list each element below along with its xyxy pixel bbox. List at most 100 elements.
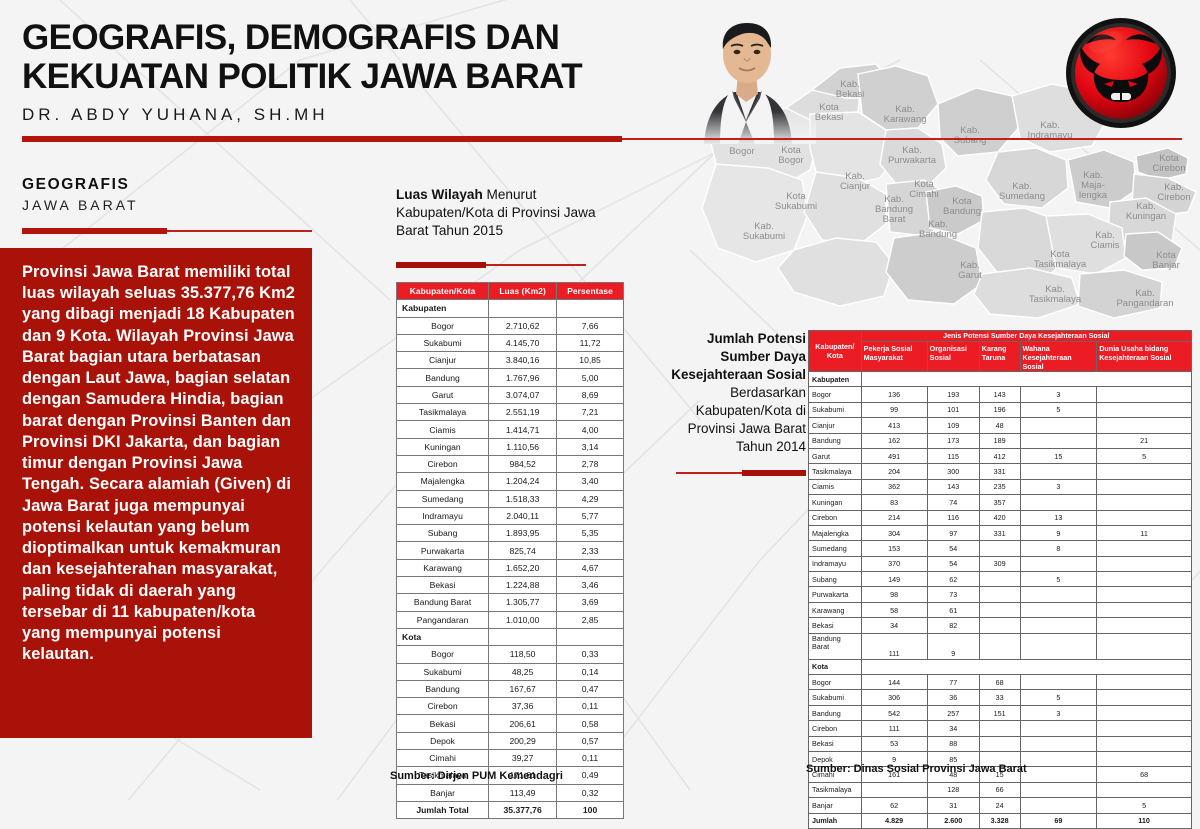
table2-header-row-span: Kabupaten/ Kota Jenis Potensi Sumber Daya… bbox=[808, 330, 1193, 372]
table-cell: 173 bbox=[926, 432, 980, 449]
table-cell: 153 bbox=[860, 540, 928, 557]
table-row: Indramayu 2.040,11 5,77 bbox=[395, 506, 624, 526]
header-divider bbox=[22, 136, 1182, 142]
table-cell bbox=[1019, 417, 1098, 434]
table-cell: 5 bbox=[1019, 689, 1098, 706]
table-cell: 68 bbox=[978, 674, 1021, 691]
table-cell bbox=[1096, 750, 1192, 768]
table-cell bbox=[860, 370, 1193, 388]
table-cell: 3,69 bbox=[556, 593, 624, 612]
table-row: Subang 149 62 5 bbox=[808, 571, 1192, 588]
map-region-label: Kab. Bandung bbox=[918, 218, 958, 240]
table-cell: 235 bbox=[978, 478, 1021, 496]
table-cell: Kuningan bbox=[808, 494, 862, 511]
table-cell bbox=[1096, 735, 1192, 752]
table-cell: 13 bbox=[1019, 509, 1098, 526]
table-cell: 1.652,20 bbox=[488, 558, 558, 578]
table-cell: Indramayu bbox=[808, 555, 862, 573]
table-cell: 3.328 bbox=[978, 812, 1021, 829]
table-cell: Bogor bbox=[395, 316, 490, 335]
table-cell: 3.840,16 bbox=[488, 351, 558, 370]
map-region-label: Kab. Indramayu bbox=[1027, 119, 1073, 141]
table-row: Bandung 162 173 189 21 bbox=[808, 432, 1192, 449]
map-region-label: Kota Cirebon bbox=[1152, 152, 1186, 174]
table-cell bbox=[978, 571, 1021, 588]
table-cell: Cimahi bbox=[395, 749, 490, 768]
table-cell: 48 bbox=[978, 417, 1021, 434]
table-row: Bandung 1.767,96 5,00 bbox=[395, 368, 624, 387]
table-cell: 0,58 bbox=[556, 714, 624, 733]
table1-title-rest: Menurut Kabupaten/Kota di Provinsi Jawa … bbox=[396, 187, 596, 239]
table1-body: Kabupaten Bogor 2.710,62 7,66 Sukabumi 4.145,… bbox=[395, 299, 624, 820]
table-cell: Cirebon bbox=[808, 720, 862, 737]
map-region-label: Kota Sukabumi bbox=[774, 190, 818, 212]
table-cell: Bogor bbox=[808, 386, 862, 403]
table-cell: 542 bbox=[860, 704, 928, 722]
table-row: Bandung Barat 111 9 bbox=[808, 632, 1192, 660]
table-row: Bandung 542 257 151 3 bbox=[808, 704, 1192, 722]
table1-divider-thin bbox=[486, 264, 586, 266]
table-cell: 54 bbox=[926, 555, 980, 573]
table-row: Bogor 118,50 0,33 bbox=[395, 645, 624, 664]
table-cell: 7,21 bbox=[556, 403, 624, 422]
table-cell: 5 bbox=[1019, 401, 1098, 419]
table-cell: Bandung bbox=[808, 432, 862, 449]
table-cell: Ciamis bbox=[395, 420, 490, 439]
table-cell: Majalengka bbox=[395, 472, 490, 491]
table-cell: Indramayu bbox=[395, 506, 490, 526]
table-cell: 300 bbox=[926, 463, 980, 480]
table-row: Bekasi 53 88 bbox=[808, 735, 1192, 752]
table-cell: Sukabumi bbox=[808, 689, 862, 706]
table-cell: Sumedang bbox=[395, 489, 490, 508]
table-cell bbox=[1096, 617, 1192, 634]
table-cell: 1.518,33 bbox=[488, 489, 558, 508]
table-cell: 4.829 bbox=[860, 812, 928, 829]
table-cell: 5,77 bbox=[556, 506, 624, 526]
table-cell: 4,00 bbox=[556, 420, 624, 439]
table-cell: Kuningan bbox=[395, 437, 490, 456]
table-cell: 143 bbox=[926, 478, 980, 496]
table-cell: 0,33 bbox=[556, 645, 624, 664]
table-row: Sukabumi 4.145,70 11,72 bbox=[395, 333, 624, 353]
table-cell: Majalengka bbox=[808, 524, 862, 542]
table-cell: 3.074,07 bbox=[488, 385, 558, 405]
table-cell: 0,47 bbox=[556, 679, 624, 699]
table-row: Cianjur 3.840,16 10,85 bbox=[395, 351, 624, 370]
map-region-label: Kab. Maja- lengka bbox=[1079, 169, 1107, 202]
table-cell bbox=[1096, 417, 1192, 434]
table-cell: 73 bbox=[926, 586, 980, 603]
table-cell: Depok bbox=[395, 731, 490, 751]
table-cell: 2,78 bbox=[556, 454, 624, 474]
table-cell bbox=[1096, 494, 1192, 511]
table-cell: 62 bbox=[926, 571, 980, 588]
table-cell: 0,11 bbox=[556, 697, 624, 716]
table-cell: 77 bbox=[926, 674, 980, 691]
table-cell bbox=[1019, 781, 1098, 799]
table-cell: 309 bbox=[978, 555, 1021, 573]
table1-divider-thick bbox=[396, 262, 486, 268]
table-cell: 3 bbox=[1019, 704, 1098, 722]
table-row: Subang 1.893,95 5,35 bbox=[395, 524, 624, 543]
map-region-label: Kab. Ciamis bbox=[1090, 229, 1120, 251]
table-cell: Bandung bbox=[395, 679, 490, 699]
table-row: Majalengka 304 97 331 9 11 bbox=[808, 524, 1192, 542]
table-cell: Bandung Barat bbox=[808, 632, 862, 660]
map-region-label: Kab. Karawang bbox=[883, 103, 927, 125]
map-region-label: Kab. Bekasi bbox=[835, 78, 865, 100]
table-cell: 136 bbox=[860, 386, 928, 403]
table-cell bbox=[978, 601, 1021, 619]
table-cell: 306 bbox=[860, 689, 928, 706]
table2-title: Jumlah Potensi Sumber Daya Kesejahteraan… bbox=[664, 330, 806, 456]
table-row: Pangandaran 1.010,00 2,85 bbox=[395, 610, 624, 629]
table-cell: 9 bbox=[926, 632, 980, 660]
table-cell: Bekasi bbox=[395, 576, 490, 595]
table-cell: 4.145,70 bbox=[488, 333, 558, 353]
table-cell: Jumlah bbox=[808, 812, 862, 829]
table-cell: 413 bbox=[860, 417, 928, 434]
header-divider-thin bbox=[622, 138, 1182, 140]
table-cell: 2,33 bbox=[556, 541, 624, 560]
page-title-line2: KEKUATAN POLITIK JAWA BARAT bbox=[22, 57, 583, 97]
table-cell: Bandung bbox=[808, 704, 862, 722]
table-cell: 162 bbox=[860, 432, 928, 449]
map-region-label: Kab. Sumedang bbox=[999, 180, 1045, 202]
